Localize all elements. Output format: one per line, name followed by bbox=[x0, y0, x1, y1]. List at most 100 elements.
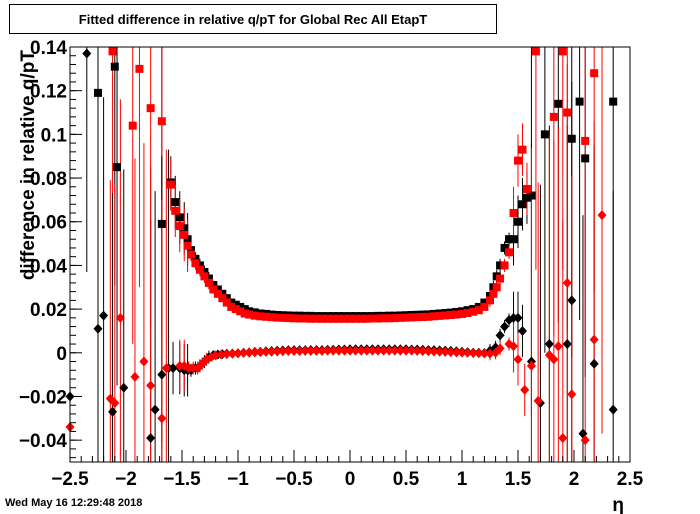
y-tick-label: 0 bbox=[56, 344, 67, 365]
square-marker bbox=[418, 312, 427, 321]
square-marker bbox=[113, 163, 122, 172]
diamond-marker bbox=[110, 398, 120, 409]
diamond-marker bbox=[261, 346, 271, 357]
diamond-marker bbox=[384, 345, 394, 356]
diamond-marker bbox=[306, 345, 316, 356]
square-marker bbox=[558, 47, 567, 56]
square-marker bbox=[301, 314, 310, 323]
y-tick-label: 0.1 bbox=[41, 125, 68, 146]
square-marker bbox=[245, 310, 254, 319]
y-tick-label: 0.12 bbox=[30, 82, 67, 103]
diamond-marker bbox=[495, 330, 505, 341]
square-marker bbox=[218, 294, 227, 303]
diamond-marker bbox=[119, 382, 129, 393]
diamond-marker bbox=[283, 346, 293, 357]
diamond-marker bbox=[544, 339, 554, 350]
square-marker bbox=[227, 302, 236, 311]
square-marker bbox=[180, 230, 189, 239]
diamond-marker bbox=[99, 310, 109, 321]
square-marker bbox=[157, 219, 166, 228]
square-marker bbox=[402, 313, 410, 322]
y-tick-label: 0.14 bbox=[30, 38, 67, 59]
square-marker bbox=[518, 145, 527, 154]
diamond-marker bbox=[418, 346, 428, 357]
square-marker bbox=[549, 112, 558, 121]
diamond-marker bbox=[373, 345, 383, 356]
chart-title-box: Fitted difference in relative q/pT for G… bbox=[9, 4, 497, 34]
square-marker bbox=[306, 314, 315, 323]
diamond-marker bbox=[423, 346, 433, 357]
square-marker bbox=[609, 97, 618, 106]
diamond-marker bbox=[115, 312, 125, 323]
square-marker bbox=[522, 184, 531, 193]
diamond-marker bbox=[339, 345, 349, 356]
square-marker bbox=[183, 235, 192, 244]
square-marker bbox=[195, 265, 204, 274]
square-marker bbox=[323, 314, 332, 323]
square-marker bbox=[522, 193, 531, 202]
diamond-marker bbox=[474, 348, 484, 359]
diamond-marker bbox=[82, 48, 92, 59]
diamond-marker bbox=[429, 346, 439, 357]
x-tick-label: 2.5 bbox=[617, 469, 644, 490]
square-marker bbox=[236, 302, 245, 311]
square-marker bbox=[334, 314, 343, 323]
diamond-marker bbox=[390, 345, 400, 356]
square-marker bbox=[362, 314, 371, 323]
square-marker bbox=[496, 261, 505, 270]
square-marker bbox=[94, 88, 102, 97]
diamond-marker bbox=[517, 325, 527, 336]
diamond-marker bbox=[401, 345, 411, 356]
diamond-marker bbox=[446, 347, 456, 358]
y-tick-label: 0.08 bbox=[30, 169, 67, 190]
diamond-marker bbox=[362, 345, 372, 356]
square-marker bbox=[240, 305, 249, 314]
square-marker bbox=[146, 104, 155, 113]
square-marker bbox=[231, 300, 240, 309]
y-axis-title: difference in relative q/pT bbox=[18, 50, 39, 281]
square-marker bbox=[567, 134, 576, 143]
square-marker bbox=[509, 235, 518, 244]
diamond-marker bbox=[211, 350, 221, 361]
square-marker bbox=[273, 313, 282, 322]
square-marker bbox=[446, 311, 455, 320]
diamond-marker bbox=[395, 345, 405, 356]
square-marker bbox=[256, 312, 265, 321]
x-tick-label: 0 bbox=[345, 469, 356, 490]
square-marker bbox=[262, 312, 270, 321]
square-marker bbox=[458, 309, 466, 318]
x-tick-label: −2.5 bbox=[51, 469, 89, 490]
square-marker bbox=[505, 248, 514, 257]
diamond-marker bbox=[323, 345, 333, 356]
diamond-marker bbox=[412, 345, 422, 356]
square-marker bbox=[171, 198, 180, 207]
diamond-marker bbox=[222, 349, 232, 360]
square-marker bbox=[379, 314, 388, 323]
diamond-marker bbox=[513, 354, 523, 365]
diamond-marker bbox=[93, 323, 103, 334]
diamond-marker bbox=[239, 347, 249, 358]
x-tick-label: −0.5 bbox=[275, 469, 313, 490]
square-marker bbox=[581, 136, 590, 145]
diamond-marker bbox=[146, 432, 156, 443]
square-marker bbox=[200, 272, 209, 281]
diamond-marker bbox=[597, 210, 607, 221]
square-marker bbox=[218, 289, 227, 298]
diamond-marker bbox=[311, 345, 321, 356]
square-marker bbox=[489, 289, 498, 298]
diamond-marker bbox=[485, 348, 495, 359]
square-marker bbox=[492, 283, 501, 292]
square-marker bbox=[157, 117, 166, 126]
diamond-marker bbox=[451, 347, 461, 358]
diamond-marker bbox=[161, 363, 171, 374]
square-marker bbox=[435, 311, 444, 320]
square-marker bbox=[496, 274, 505, 283]
square-marker bbox=[590, 69, 599, 78]
square-marker bbox=[563, 108, 572, 117]
square-marker bbox=[200, 267, 209, 276]
x-tick-label: −1.5 bbox=[163, 469, 201, 490]
square-marker bbox=[480, 302, 489, 311]
diamond-marker bbox=[589, 334, 599, 345]
square-marker bbox=[186, 246, 195, 255]
square-marker bbox=[500, 243, 509, 252]
